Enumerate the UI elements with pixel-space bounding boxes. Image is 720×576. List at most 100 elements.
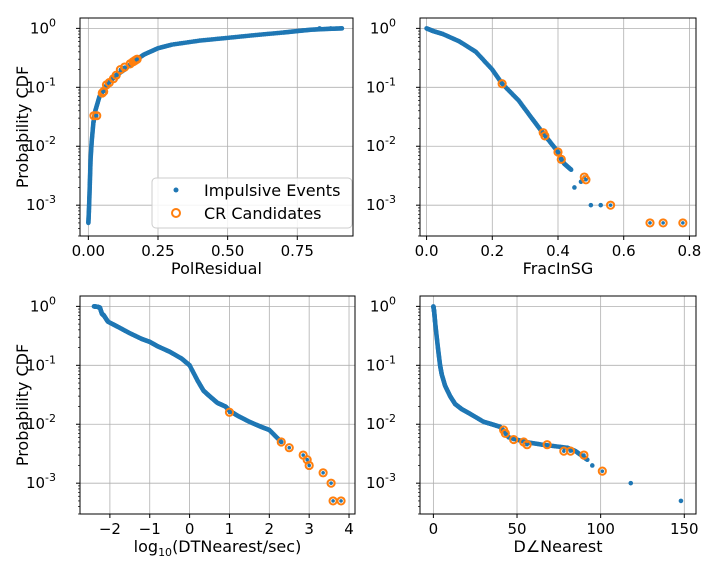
y-tick-label: 10-1 xyxy=(366,75,396,96)
impulsive-event-point xyxy=(589,463,595,468)
x-tick-label: 0.0 xyxy=(415,242,439,260)
legend-marker-candidate xyxy=(171,208,181,218)
cr-candidate-point xyxy=(97,88,107,98)
cr-candidate-dot xyxy=(331,499,335,503)
y-axis-label: Probability CDF xyxy=(13,344,32,466)
axes-frame xyxy=(79,295,356,515)
cr-candidate-point xyxy=(542,440,552,450)
y-tick-label: 10-2 xyxy=(366,412,396,433)
cr-candidate-dot xyxy=(122,65,127,69)
cr-candidate-dot xyxy=(301,453,305,457)
cr-candidate-point xyxy=(132,54,142,64)
x-axis-label: log10(DTNearest/sec) xyxy=(134,537,302,559)
cr-candidate-point xyxy=(497,79,507,89)
cr-candidate-point xyxy=(579,450,589,460)
x-tick-label: 0.75 xyxy=(281,242,314,260)
impulsive-event-point xyxy=(598,202,604,208)
cr-candidate-point xyxy=(500,428,510,438)
x-tick-label: −1 xyxy=(139,520,161,538)
cr-candidate-dot xyxy=(559,157,564,162)
y-tick-label: 100 xyxy=(30,16,56,37)
panel-polresidual: 0.00 0.25 0.50 0.7510-310-210-1100PolResidu… xyxy=(13,16,354,278)
impulsive-event-point xyxy=(317,26,322,31)
cr-candidate-dot xyxy=(584,177,588,182)
cr-candidate-dot xyxy=(321,471,325,475)
cr-candidate-dot xyxy=(114,73,119,78)
cr-candidate-dot xyxy=(543,134,547,138)
x-tick-label: 0.50 xyxy=(211,242,244,260)
x-axis-label: FracInSG xyxy=(523,259,594,278)
cr-candidate-point xyxy=(111,70,121,80)
y-tick-label: 100 xyxy=(30,294,56,315)
cr-candidate-point xyxy=(304,460,314,471)
x-tick-label: 0 xyxy=(185,520,195,538)
cr-candidate-dot xyxy=(511,437,516,442)
x-tick-label: 0.2 xyxy=(480,242,504,260)
cr-candidate-dot xyxy=(305,457,309,462)
cr-candidate-point xyxy=(565,446,576,456)
cr-candidate-dot xyxy=(279,440,284,444)
x-tick-label: 3 xyxy=(304,520,314,538)
cr-candidate-dot xyxy=(562,449,566,453)
cr-candidate-point xyxy=(658,218,668,228)
impulsive-event-point xyxy=(568,167,574,172)
x-tick-label: 0.4 xyxy=(546,242,570,260)
cr-candidate-dot xyxy=(500,81,504,86)
x-tick-label: 0.00 xyxy=(72,242,105,260)
cr-candidate-dot xyxy=(227,410,232,415)
y-tick-label: 10-3 xyxy=(366,193,396,214)
impulsive-event-point xyxy=(628,480,634,486)
cr-candidate-point xyxy=(678,218,688,228)
cr-candidate-dot xyxy=(525,442,529,447)
legend-label-impulsive: Impulsive Events xyxy=(204,181,340,200)
cr-candidate-point xyxy=(284,443,294,453)
y-tick-label: 10-2 xyxy=(366,134,396,155)
cr-candidate-dot xyxy=(135,57,139,61)
x-tick-label: −2 xyxy=(99,520,121,538)
cr-candidate-dot xyxy=(307,463,311,468)
x-tick-label: 4 xyxy=(344,520,354,538)
cr-candidate-dot xyxy=(287,445,292,450)
x-axis-label: D∠Nearest xyxy=(514,537,603,556)
cr-candidate-point xyxy=(553,147,563,157)
panel-dtnearest: −2 −1 0 1 2 3 410-310-210-1100log10(DTNearest/… xyxy=(13,294,356,559)
x-tick-label: 2 xyxy=(265,520,275,538)
cr-candidate-point xyxy=(581,175,591,185)
y-tick-label: 10-3 xyxy=(366,471,396,492)
cr-candidate-dot xyxy=(681,221,685,225)
cr-candidate-point xyxy=(605,200,616,210)
cr-candidate-point xyxy=(326,478,336,488)
x-tick-label: 100 xyxy=(586,520,615,538)
impulsive-event-point xyxy=(328,26,334,31)
legend-marker-impulsive xyxy=(173,187,179,193)
cr-candidate-dot xyxy=(648,221,652,225)
cr-candidate-point xyxy=(556,154,566,164)
cr-candidate-dot xyxy=(608,203,613,207)
cr-candidate-dot xyxy=(503,431,508,436)
cr-candidate-dot xyxy=(101,89,106,94)
y-tick-label: 10-1 xyxy=(366,353,396,374)
impulsive-event-point xyxy=(588,202,594,208)
cr-candidate-point xyxy=(540,131,550,141)
cr-candidate-dot xyxy=(339,499,343,503)
cr-candidate-dot xyxy=(94,113,99,118)
axes-frame xyxy=(419,295,697,515)
x-tick-label: 0 xyxy=(429,520,439,538)
x-tick-label: 0.25 xyxy=(141,242,174,260)
x-axis-label: PolResidual xyxy=(171,259,262,278)
cr-candidate-point xyxy=(276,437,286,447)
cr-candidate-point xyxy=(645,218,655,228)
x-tick-label: 0.6 xyxy=(612,242,636,260)
legend-box xyxy=(151,177,353,229)
y-axis-label: Probability CDF xyxy=(13,66,32,188)
cr-candidate-dot xyxy=(329,481,333,485)
impulsive-event-point xyxy=(678,498,684,504)
impulsive-event-point xyxy=(572,185,577,190)
x-tick-label: 0.8 xyxy=(677,242,701,260)
y-tick-label: 100 xyxy=(370,294,396,315)
axes-frame xyxy=(79,17,354,237)
y-tick-label: 100 xyxy=(370,16,396,37)
cr-candidate-point xyxy=(224,407,235,417)
cr-candidate-dot xyxy=(556,150,560,154)
